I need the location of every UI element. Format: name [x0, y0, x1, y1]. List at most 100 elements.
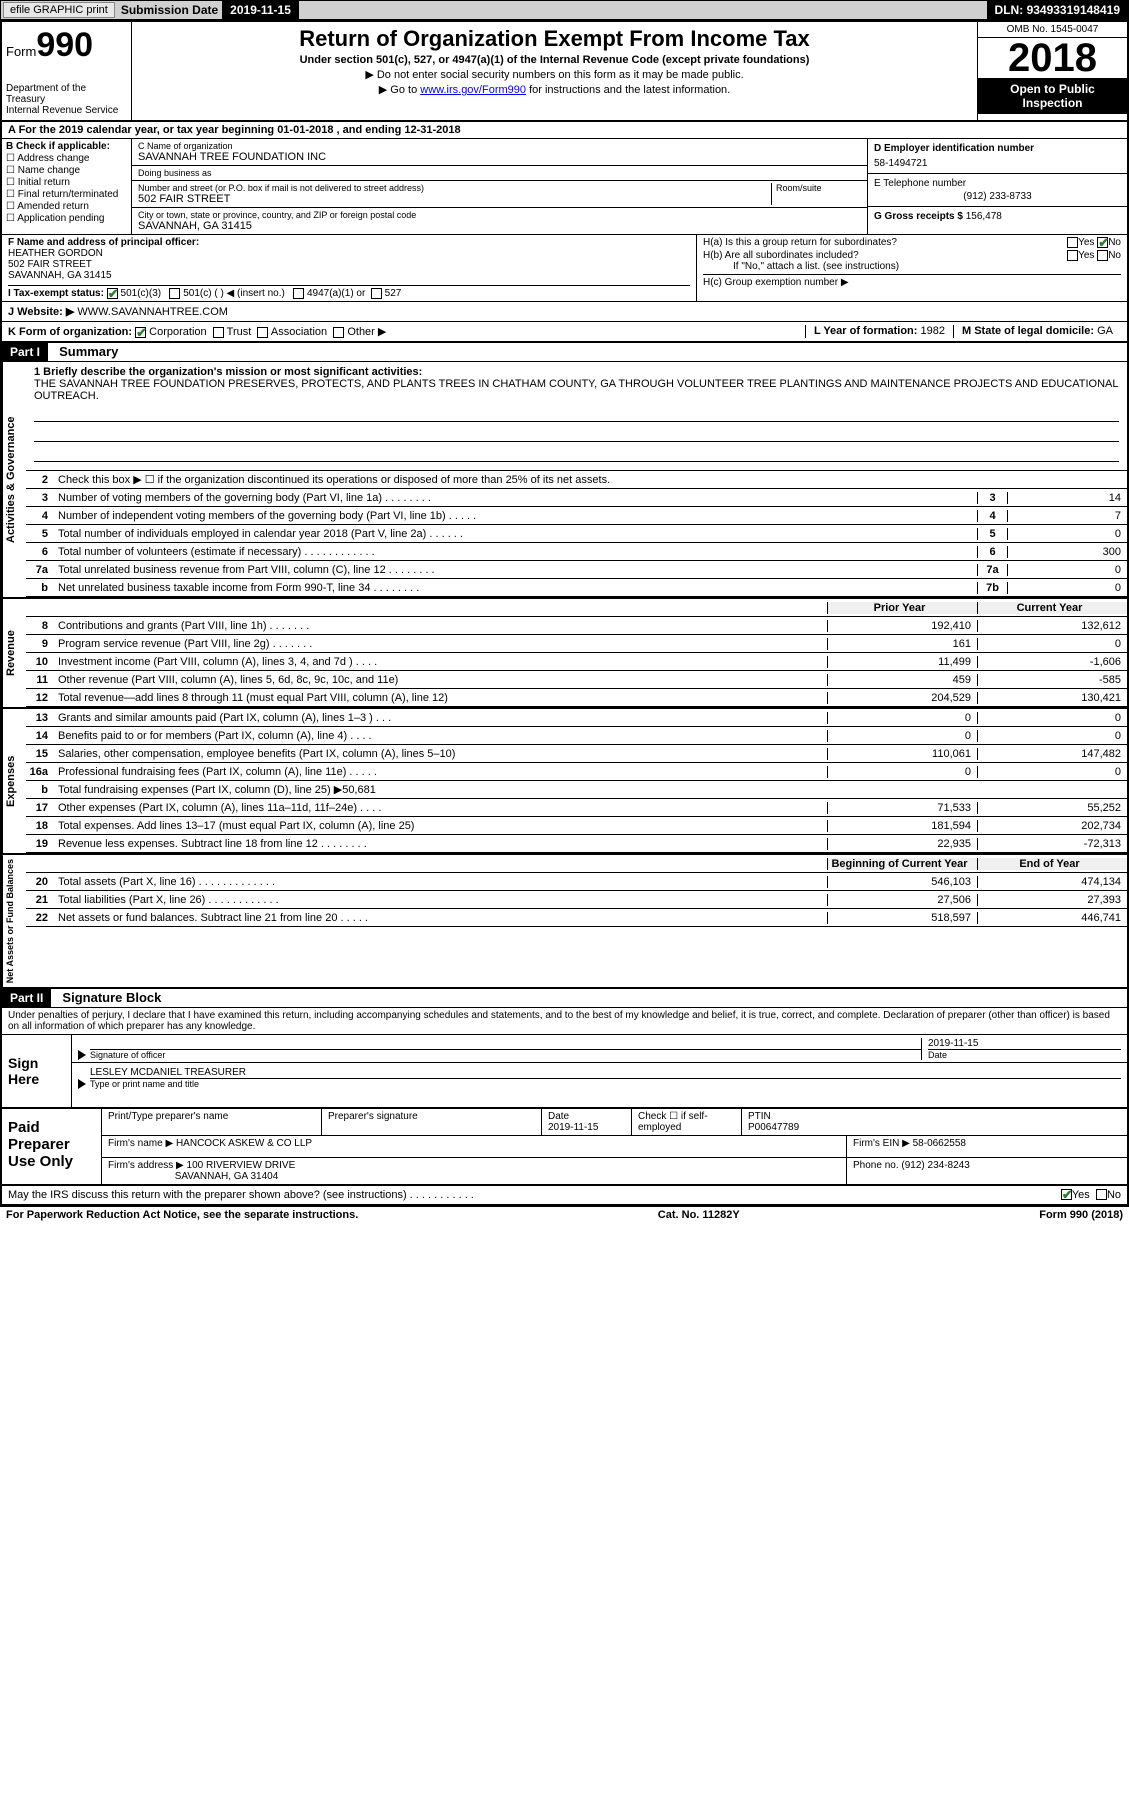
- cb-other[interactable]: [333, 327, 344, 338]
- opt-other: Other ▶: [347, 326, 386, 338]
- form-header: Form990 Department of the Treasury Inter…: [2, 22, 1127, 122]
- discuss-yes[interactable]: [1061, 1189, 1072, 1200]
- form-number: Form990: [6, 26, 127, 65]
- section-d: D Employer identification number 58-1494…: [867, 139, 1127, 234]
- prior-year-label: Prior Year: [827, 602, 977, 614]
- part-1-header: Part I Summary: [2, 343, 1127, 362]
- blank-line: [34, 406, 1119, 422]
- sig-date-label: Date: [928, 1049, 1121, 1060]
- cb-assoc[interactable]: [257, 327, 268, 338]
- hb-yes[interactable]: [1067, 250, 1078, 261]
- cb-501c[interactable]: [169, 288, 180, 299]
- cb-527[interactable]: [371, 288, 382, 299]
- form-990: Form990 Department of the Treasury Inter…: [0, 20, 1129, 1207]
- ein-label: D Employer identification number: [874, 143, 1121, 154]
- summary-line: 4Number of independent voting members of…: [26, 507, 1127, 525]
- blank-line: [34, 446, 1119, 462]
- irs-link[interactable]: www.irs.gov/Form990: [420, 84, 526, 96]
- header-right: OMB No. 1545-0047 2018 Open to Public In…: [977, 22, 1127, 120]
- summary-line: 22Net assets or fund balances. Subtract …: [26, 909, 1127, 927]
- summary-line: 18Total expenses. Add lines 13–17 (must …: [26, 817, 1127, 835]
- cb-501c3[interactable]: [107, 288, 118, 299]
- sig-officer-label: Signature of officer: [90, 1049, 921, 1060]
- sub-date-label: Submission Date: [117, 3, 222, 17]
- cb-corp[interactable]: [135, 327, 146, 338]
- cb-address-change[interactable]: ☐ Address change: [6, 153, 127, 164]
- ein-value: 58-1494721: [874, 158, 1121, 169]
- section-b-label: B Check if applicable:: [6, 141, 127, 152]
- section-bcd: B Check if applicable: ☐ Address change …: [2, 139, 1127, 235]
- expenses-section: Expenses 13Grants and similar amounts pa…: [2, 709, 1127, 855]
- tax-year: 2018: [978, 38, 1127, 78]
- sig-date: 2019-11-15: [928, 1038, 1121, 1049]
- firm-city: SAVANNAH, GA 31404: [175, 1171, 279, 1182]
- prep-sig-label: Preparer's signature: [322, 1109, 542, 1135]
- revenue-side-label: Revenue: [2, 599, 26, 707]
- blank-line: [34, 426, 1119, 442]
- summary-line: 7aTotal unrelated business revenue from …: [26, 561, 1127, 579]
- opt-501c: 501(c) ( ) ◀ (insert no.): [183, 288, 285, 299]
- summary-line: bNet unrelated business taxable income f…: [26, 579, 1127, 597]
- hb-no[interactable]: [1097, 250, 1108, 261]
- governance-side-label: Activities & Governance: [2, 362, 26, 597]
- netassets-side-label: Net Assets or Fund Balances: [2, 855, 26, 987]
- prep-check-label: Check ☐ if self-employed: [632, 1109, 742, 1135]
- officer-addr2: SAVANNAH, GA 31415: [8, 270, 690, 281]
- section-k: K Form of organization: Corporation Trus…: [2, 322, 1127, 343]
- current-year-label: Current Year: [977, 602, 1127, 614]
- section-c: C Name of organization SAVANNAH TREE FOU…: [132, 139, 867, 234]
- cb-pending[interactable]: ☐ Application pending: [6, 213, 127, 224]
- phone-value: (912) 233-8733: [874, 191, 1121, 202]
- firm-addr-label: Firm's address ▶: [108, 1160, 184, 1171]
- discuss-no[interactable]: [1096, 1189, 1107, 1200]
- begin-year-label: Beginning of Current Year: [827, 858, 977, 870]
- mission-label: 1 Briefly describe the organization's mi…: [34, 366, 422, 378]
- sign-here-label: Sign Here: [2, 1035, 72, 1107]
- discuss-row: May the IRS discuss this return with the…: [2, 1186, 1127, 1205]
- summary-line: 12Total revenue—add lines 8 through 11 (…: [26, 689, 1127, 707]
- yes-label-2: Yes: [1078, 250, 1094, 261]
- prep-date-label: Date: [548, 1111, 569, 1122]
- footer-mid: Cat. No. 11282Y: [658, 1209, 740, 1221]
- city-label: City or town, state or province, country…: [138, 210, 861, 220]
- opt-corp: Corporation: [149, 326, 206, 338]
- end-year-label: End of Year: [977, 858, 1127, 870]
- cb-name-change[interactable]: ☐ Name change: [6, 165, 127, 176]
- cb-amended[interactable]: ☐ Amended return: [6, 201, 127, 212]
- ha-no[interactable]: [1097, 237, 1108, 248]
- yes-label: Yes: [1078, 237, 1094, 248]
- cb-4947[interactable]: [293, 288, 304, 299]
- no-label-2: No: [1108, 250, 1121, 261]
- ha-yes[interactable]: [1067, 237, 1078, 248]
- city-value: SAVANNAH, GA 31415: [138, 220, 861, 232]
- opt-501c3: 501(c)(3): [121, 288, 162, 299]
- preparer-block: Paid Preparer Use Only Print/Type prepar…: [2, 1109, 1127, 1186]
- sign-block: Sign Here Signature of officer 2019-11-1…: [2, 1035, 1127, 1109]
- prep-phone-label: Phone no.: [853, 1160, 899, 1171]
- org-name: SAVANNAH TREE FOUNDATION INC: [138, 151, 861, 163]
- discuss-no-label: No: [1107, 1189, 1121, 1201]
- summary-line: 3Number of voting members of the governi…: [26, 489, 1127, 507]
- line-2: 2 Check this box ▶ ☐ if the organization…: [26, 471, 1127, 489]
- website-label: J Website: ▶: [8, 306, 74, 318]
- netassets-section: Net Assets or Fund Balances Beginning of…: [2, 855, 1127, 989]
- gross-label: G Gross receipts $: [874, 211, 963, 222]
- dln: DLN: 93493319148419: [987, 1, 1128, 19]
- cb-final-return[interactable]: ☐ Final return/terminated: [6, 189, 127, 200]
- firm-ein: 58-0662558: [913, 1138, 966, 1149]
- cb-trust[interactable]: [213, 327, 224, 338]
- efile-button[interactable]: efile GRAPHIC print: [3, 2, 115, 18]
- hc-label: H(c) Group exemption number ▶: [703, 274, 1121, 288]
- hb-label: H(b) Are all subordinates included?: [703, 250, 1067, 261]
- cb-initial-return[interactable]: ☐ Initial return: [6, 177, 127, 188]
- form-note-1: ▶ Do not enter social security numbers o…: [138, 68, 971, 81]
- summary-line: 6Total number of volunteers (estimate if…: [26, 543, 1127, 561]
- opt-trust: Trust: [227, 326, 252, 338]
- room-label: Room/suite: [776, 183, 861, 193]
- governance-section: Activities & Governance 1 Briefly descri…: [2, 362, 1127, 599]
- opt-527: 527: [385, 288, 402, 299]
- summary-line: 19Revenue less expenses. Subtract line 1…: [26, 835, 1127, 853]
- domicile: GA: [1097, 325, 1113, 337]
- phone-label: E Telephone number: [874, 178, 1121, 189]
- summary-line: 9Program service revenue (Part VIII, lin…: [26, 635, 1127, 653]
